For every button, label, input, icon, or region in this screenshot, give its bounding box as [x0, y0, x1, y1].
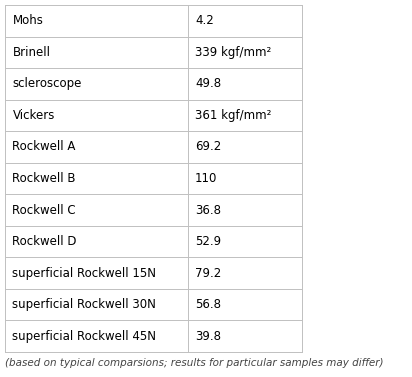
Text: (based on typical comparsions; results for particular samples may differ): (based on typical comparsions; results f… — [5, 358, 384, 368]
Text: 49.8: 49.8 — [195, 77, 221, 90]
Text: Vickers: Vickers — [12, 109, 55, 122]
Text: superficial Rockwell 30N: superficial Rockwell 30N — [12, 298, 156, 311]
Text: Rockwell D: Rockwell D — [12, 235, 77, 248]
Text: 52.9: 52.9 — [195, 235, 221, 248]
Text: superficial Rockwell 15N: superficial Rockwell 15N — [12, 267, 157, 280]
Text: Brinell: Brinell — [12, 46, 50, 59]
Text: Mohs: Mohs — [12, 14, 43, 27]
Text: 110: 110 — [195, 172, 218, 185]
Text: Rockwell A: Rockwell A — [12, 141, 76, 153]
Text: 79.2: 79.2 — [195, 267, 221, 280]
Text: 361 kgf/mm²: 361 kgf/mm² — [195, 109, 272, 122]
Text: 39.8: 39.8 — [195, 330, 221, 343]
Text: superficial Rockwell 45N: superficial Rockwell 45N — [12, 330, 157, 343]
Text: scleroscope: scleroscope — [12, 77, 82, 90]
Text: Rockwell B: Rockwell B — [12, 172, 76, 185]
Text: 339 kgf/mm²: 339 kgf/mm² — [195, 46, 272, 59]
Text: Rockwell C: Rockwell C — [12, 204, 76, 216]
Text: 4.2: 4.2 — [195, 14, 214, 27]
Text: 56.8: 56.8 — [195, 298, 221, 311]
Text: 36.8: 36.8 — [195, 204, 221, 216]
Text: 69.2: 69.2 — [195, 141, 221, 153]
